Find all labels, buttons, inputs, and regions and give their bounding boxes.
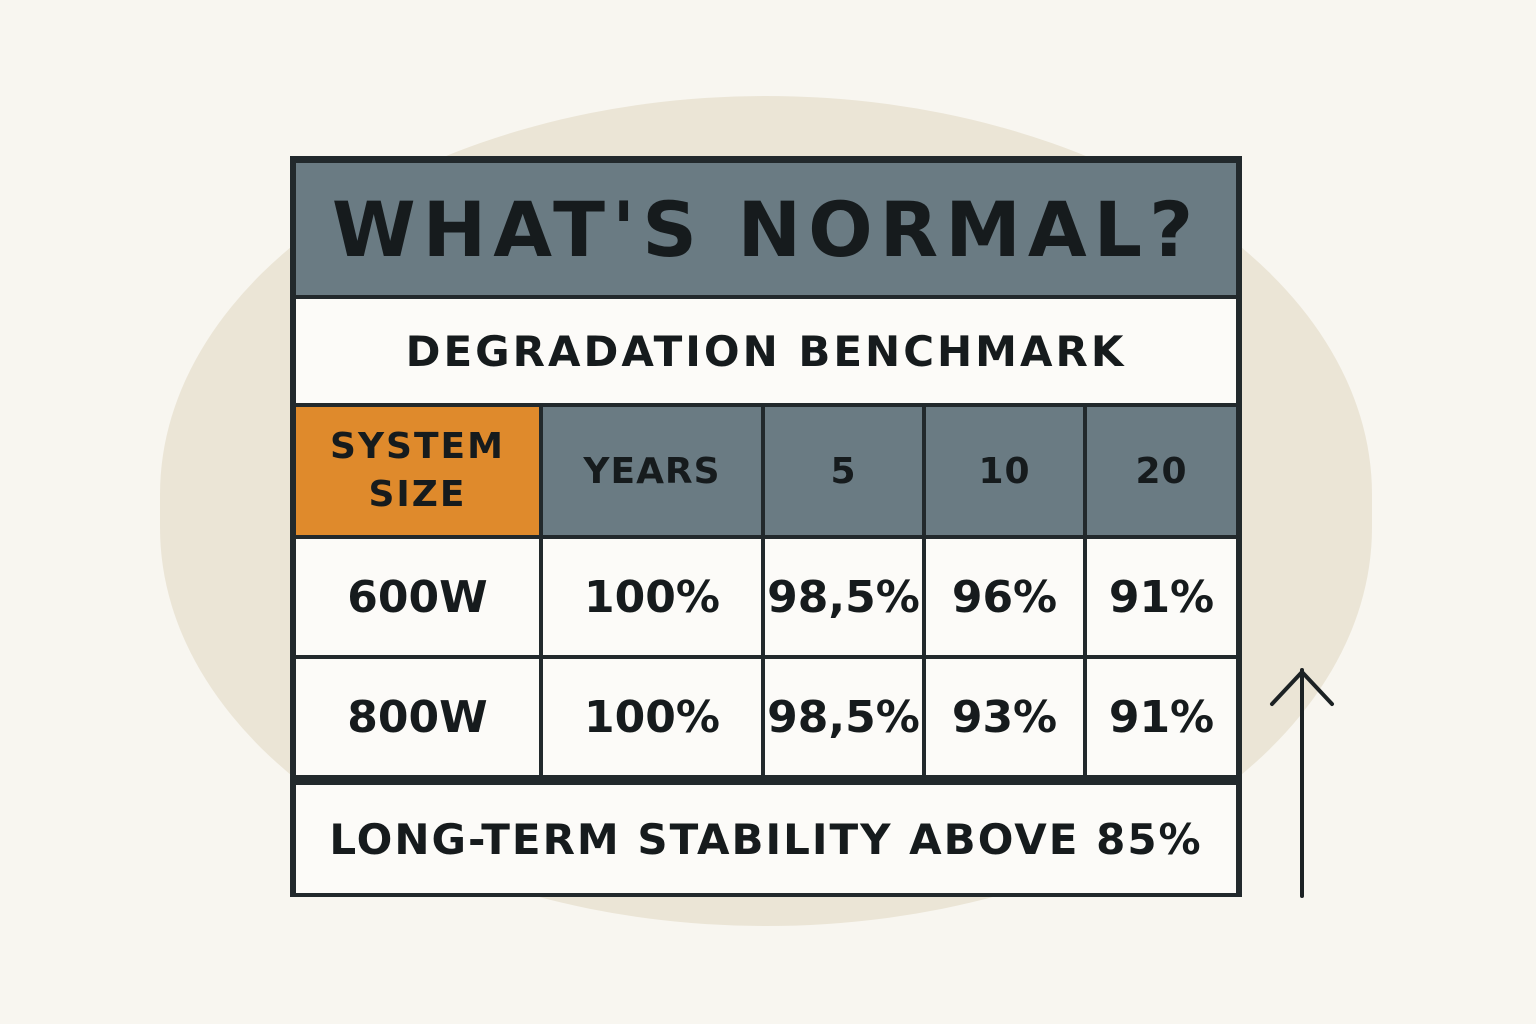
row-600w-year-5: 98,5%: [765, 539, 922, 655]
header-year-20: 20: [1087, 407, 1236, 535]
row-800w-years: 100%: [543, 659, 761, 775]
row-600w-year-20: 91%: [1087, 539, 1236, 655]
header-year-10: 10: [926, 407, 1083, 535]
row-800w-year-5: 98,5%: [765, 659, 922, 775]
row-800w-size: 800W: [296, 659, 539, 775]
table-footer: LONG-TERM STABILITY ABOVE 85%: [296, 785, 1236, 893]
header-year-5: 5: [765, 407, 922, 535]
row-600w-years: 100%: [543, 539, 761, 655]
table-subtitle: DEGRADATION BENCHMARK: [296, 299, 1236, 403]
row-600w-size: 600W: [296, 539, 539, 655]
table-title: WHAT'S NORMAL?: [296, 163, 1236, 295]
header-system-size: SYSTEM SIZE: [296, 407, 539, 535]
row-600w-year-10: 96%: [926, 539, 1083, 655]
header-years: YEARS: [543, 407, 761, 535]
row-800w-year-10: 93%: [926, 659, 1083, 775]
benchmark-table: WHAT'S NORMAL? DEGRADATION BENCHMARK SYS…: [290, 156, 1242, 897]
row-800w-year-20: 91%: [1087, 659, 1236, 775]
arrow-up-icon: [1270, 668, 1334, 898]
